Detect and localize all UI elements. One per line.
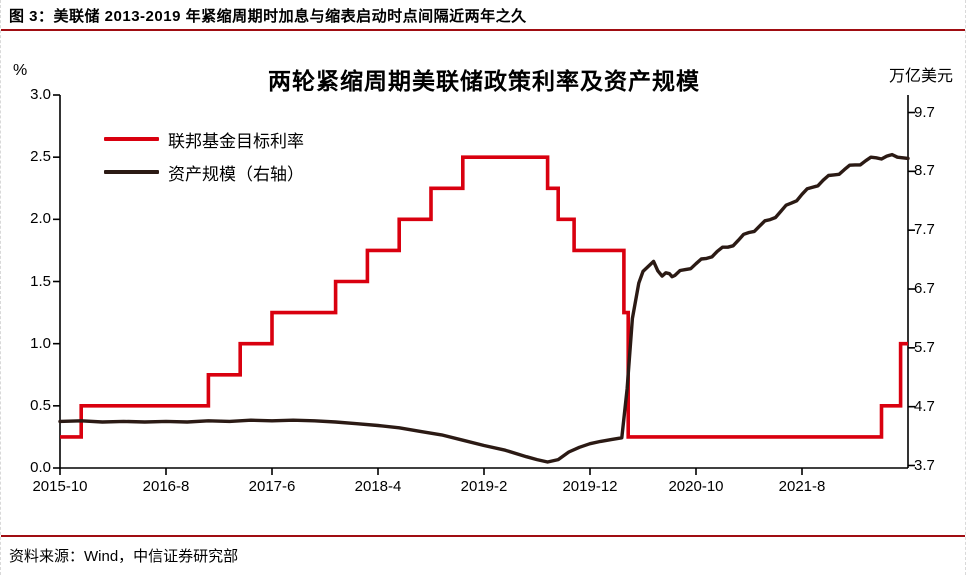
left-axis-tick-label: 0.5 xyxy=(30,396,51,414)
legend-item-rate: 联邦基金目标利率 xyxy=(104,126,304,152)
left-axis-tick-label: 2.5 xyxy=(30,148,51,166)
top-rule xyxy=(1,29,965,31)
source-note: 资料来源：Wind，中信证券研究部 xyxy=(9,548,239,565)
right-axis-tick-label: 4.7 xyxy=(914,397,935,415)
right-axis-tick-label: 6.7 xyxy=(914,280,935,297)
x-axis-tick-label: 2020-10 xyxy=(668,478,724,495)
chart-title: 两轮紧缩周期美联储政策利率及资产规模 xyxy=(268,68,700,94)
right-axis-tick-label: 5.7 xyxy=(914,338,935,356)
x-axis-tick-label: 2019-12 xyxy=(562,478,618,495)
x-axis-tick-label: 2019-2 xyxy=(460,478,508,495)
x-axis-tick-label: 2017-6 xyxy=(248,478,296,495)
bottom-rule xyxy=(1,535,965,537)
chart-legend: 联邦基金目标利率 资产规模（右轴） xyxy=(104,126,304,192)
right-axis-tick-label: 9.7 xyxy=(914,103,935,121)
assets-line xyxy=(58,152,910,464)
right-axis-tick-label: 8.7 xyxy=(914,162,935,180)
left-axis-unit: % xyxy=(13,62,28,79)
rate-line-swatch-icon xyxy=(104,137,159,141)
figure-label: 图 3：美联储 2013-2019 年紧缩周期时加息与缩表启动时点间隔近两年之久 xyxy=(9,8,527,25)
right-axis-tick-label: 7.7 xyxy=(914,221,935,239)
x-axis-tick-label: 2015-10 xyxy=(32,478,88,495)
right-axis-tick-label: 3.7 xyxy=(914,456,935,474)
legend-item-assets: 资产规模（右轴） xyxy=(104,159,304,185)
left-axis-tick-label: 2.0 xyxy=(30,210,51,228)
left-axis-tick-label: 3.0 xyxy=(30,86,51,103)
legend-label-assets: 资产规模（右轴） xyxy=(168,164,304,184)
right-axis-unit: 万亿美元 xyxy=(888,68,953,85)
legend-label-rate: 联邦基金目标利率 xyxy=(168,131,304,151)
assets-line-swatch-icon xyxy=(104,170,159,174)
rate-step-line xyxy=(60,155,908,439)
left-axis-tick-label: 1.0 xyxy=(30,334,51,352)
left-axis-tick-label: 0.0 xyxy=(30,459,51,476)
x-axis-tick-label: 2021-8 xyxy=(778,478,826,495)
left-axis-tick-label: 1.5 xyxy=(30,272,51,290)
x-axis-tick-label: 2018-4 xyxy=(354,478,402,495)
x-axis-tick-label: 2016-8 xyxy=(142,478,190,495)
